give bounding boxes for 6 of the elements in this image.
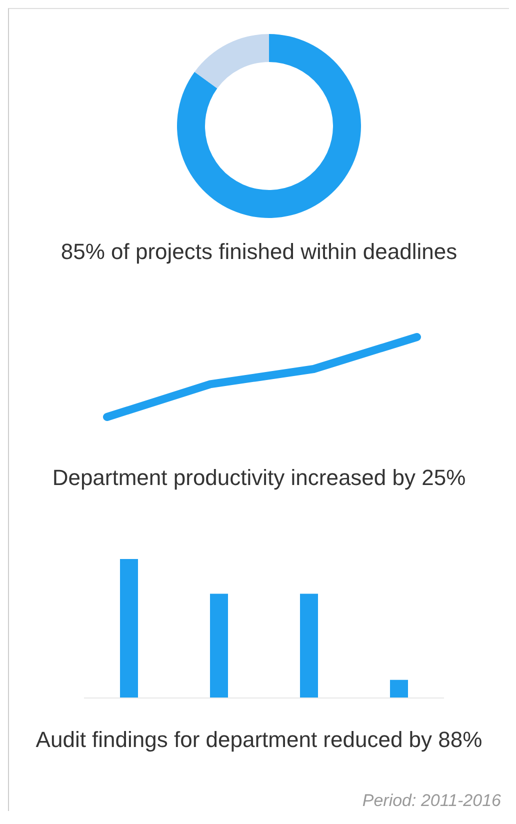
text: Department productivity increased by 25% xyxy=(51,464,467,492)
donut-slice xyxy=(194,34,269,88)
donut-slice xyxy=(177,34,361,218)
text: Period: 2011-2016 xyxy=(361,791,502,811)
text: Audit findings for department reduced by 88% xyxy=(34,726,484,754)
text: 85% of projects finished within deadlines xyxy=(60,238,458,266)
